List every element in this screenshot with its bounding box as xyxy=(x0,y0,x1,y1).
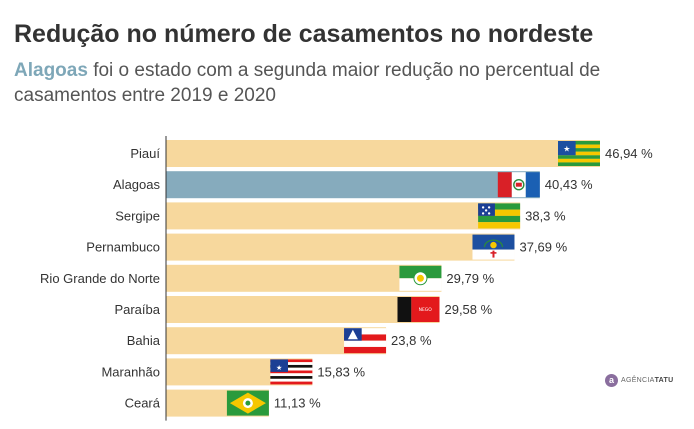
category-label: Maranhão xyxy=(101,364,160,379)
agencia-tatu-logo-icon: a xyxy=(605,374,618,387)
maranhao-flag-icon: ★ xyxy=(270,359,313,385)
alagoas-flag-icon xyxy=(497,172,540,198)
svg-text:★: ★ xyxy=(276,364,282,372)
value-label: 29,79 % xyxy=(446,271,494,286)
bar-sergipe xyxy=(166,202,521,230)
category-label: Pernambuco xyxy=(86,240,160,255)
bar-alagoas xyxy=(166,171,540,199)
value-label: 38,3 % xyxy=(525,208,566,223)
sergipe-flag-icon xyxy=(478,203,521,229)
value-label: 37,69 % xyxy=(519,240,567,255)
chart-subtitle: Alagoas foi o estado com a segunda maior… xyxy=(14,58,674,108)
value-label: 46,94 % xyxy=(605,146,653,161)
pernambuco-flag-icon xyxy=(472,234,515,260)
ceara-flag-icon xyxy=(226,390,269,416)
category-label: Alagoas xyxy=(113,177,160,192)
svg-text:NEGO: NEGO xyxy=(419,307,433,313)
bar-pernambuco xyxy=(166,233,515,261)
value-label: 11,13 % xyxy=(274,396,321,411)
category-label: Piauí xyxy=(130,146,160,161)
bar-piau- xyxy=(166,140,600,167)
value-label: 29,58 % xyxy=(444,302,492,317)
category-label: Ceará xyxy=(125,396,161,411)
bar-para-ba xyxy=(166,296,440,323)
svg-text:★: ★ xyxy=(563,145,570,154)
category-label: Paraíba xyxy=(114,302,160,317)
agencia-tatu-logo: a AGÊNCIATATU xyxy=(605,374,673,387)
bar-rio-grande-do-norte xyxy=(166,264,442,292)
category-label: Sergipe xyxy=(115,208,160,223)
category-label: Rio Grande do Norte xyxy=(40,271,160,286)
bahia-flag-icon xyxy=(344,328,387,354)
logo-text: AGÊNCIATATU xyxy=(621,377,674,384)
paraiba-flag-icon: NEGO xyxy=(397,297,440,322)
category-label: Bahia xyxy=(127,333,161,348)
rio-grande-do-norte-flag-icon xyxy=(399,265,442,291)
value-label: 23,8 % xyxy=(391,333,432,348)
subtitle-highlight: Alagoas xyxy=(14,60,88,81)
value-label: 15,83 % xyxy=(317,364,365,379)
chart-title: Redução no número de casamentos no norde… xyxy=(14,20,594,48)
subtitle-text: foi o estado com a segunda maior redução… xyxy=(14,60,601,106)
piaui-flag-icon: ★ xyxy=(558,141,600,166)
value-label: 40,43 % xyxy=(545,177,593,192)
